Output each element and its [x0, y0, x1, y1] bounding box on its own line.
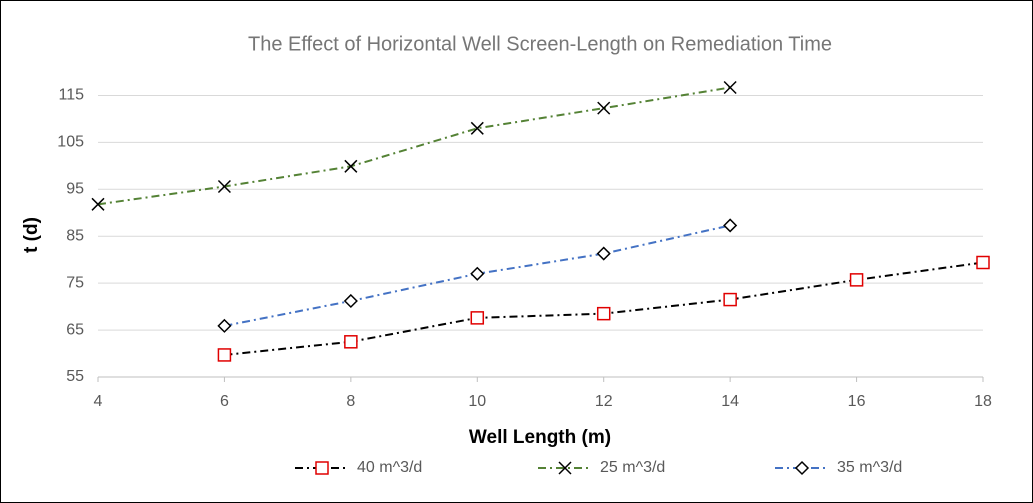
- x-tick-label: 10: [468, 393, 486, 410]
- data-point: [723, 80, 737, 95]
- data-point: [849, 273, 864, 287]
- data-point: [976, 255, 990, 270]
- x-axis-label: Well Length (m): [469, 427, 611, 448]
- data-point: [217, 179, 231, 194]
- x-tick-label: 12: [595, 393, 613, 410]
- y-axis-label: t (d): [21, 217, 42, 253]
- chart-title: The Effect of Horizontal Well Screen-Len…: [248, 33, 832, 55]
- data-point: [596, 246, 611, 261]
- data-point: [217, 318, 232, 333]
- data-point: [723, 218, 738, 233]
- data-point: [217, 348, 232, 362]
- y-tick-label: 85: [66, 227, 84, 244]
- legend-marker: [558, 461, 572, 475]
- y-tick-label: 65: [66, 321, 84, 338]
- data-point: [470, 121, 484, 135]
- data-point: [343, 293, 358, 309]
- data-point: [470, 266, 485, 281]
- y-tick-label: 95: [66, 181, 84, 198]
- x-tick-label: 6: [220, 393, 229, 410]
- x-tick-label: 8: [346, 393, 355, 410]
- data-point: [596, 306, 611, 321]
- data-point: [344, 335, 358, 349]
- legend-marker: [794, 460, 810, 476]
- legend-label: 25 m^3/d: [600, 459, 665, 476]
- data-point: [723, 292, 737, 307]
- legend-marker: [315, 461, 329, 475]
- y-tick-label: 55: [66, 368, 84, 385]
- data-point: [597, 101, 611, 115]
- y-tick-label: 115: [58, 87, 84, 104]
- legend-label: 40 m^3/d: [357, 459, 422, 476]
- y-tick-label: 105: [57, 134, 84, 151]
- x-tick-label: 18: [974, 393, 992, 410]
- x-tick-label: 4: [94, 393, 103, 410]
- data-point: [470, 311, 485, 325]
- legend-label: 35 m^3/d: [837, 459, 902, 476]
- x-tick-label: 14: [721, 393, 739, 410]
- data-point: [91, 197, 105, 211]
- y-tick-label: 75: [66, 274, 84, 291]
- x-tick-label: 16: [848, 393, 866, 410]
- data-point: [344, 159, 358, 173]
